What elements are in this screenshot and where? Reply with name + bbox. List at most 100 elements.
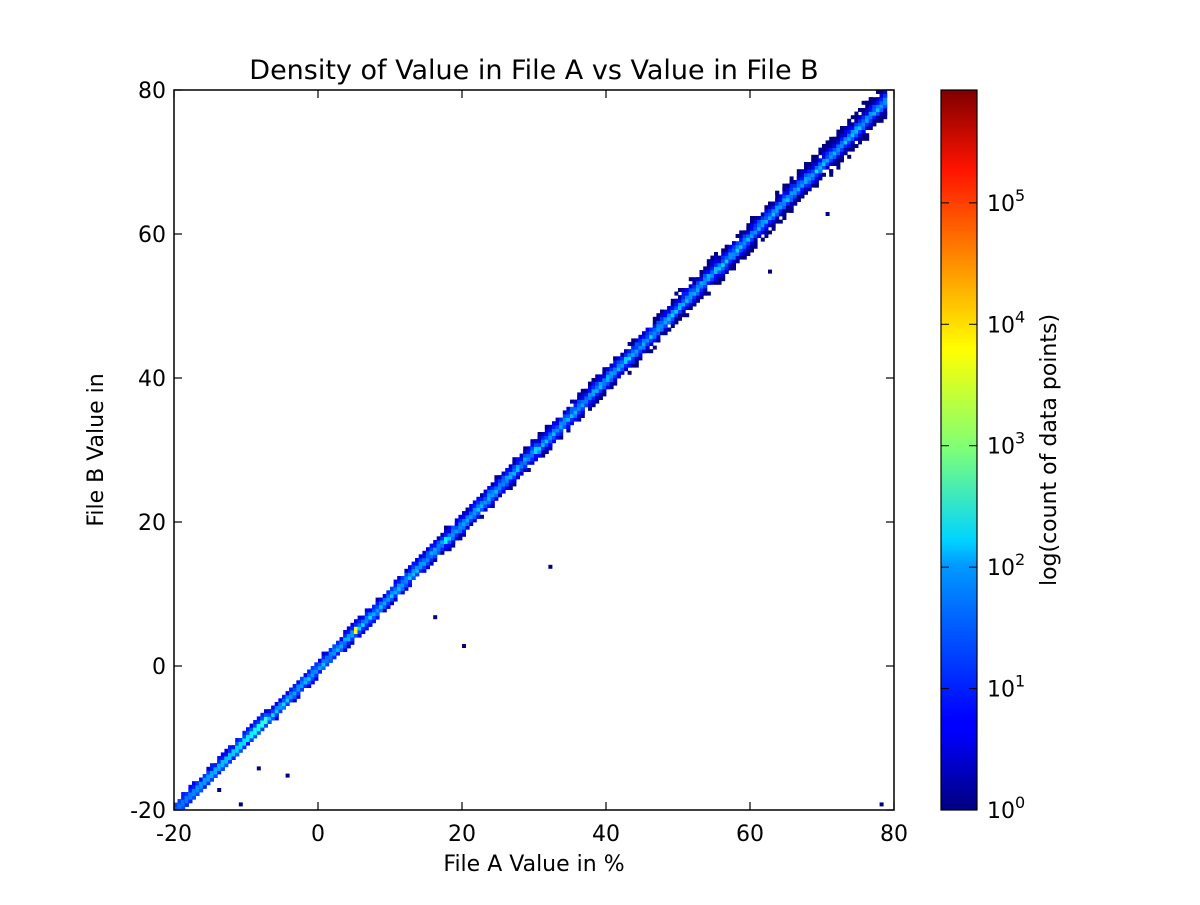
heatmap-cell <box>645 349 650 354</box>
heatmap-cell <box>512 478 517 483</box>
heatmap-cell <box>404 572 409 577</box>
heatmap-cell <box>883 115 888 120</box>
heatmap-cell <box>789 198 794 202</box>
heatmap-cell <box>840 136 844 141</box>
heatmap-cell <box>638 345 643 350</box>
heatmap-cell <box>224 759 229 764</box>
heatmap-cell <box>325 655 330 660</box>
heatmap-cell <box>854 115 859 120</box>
heatmap-cell <box>786 198 790 202</box>
heatmap-cell <box>786 205 790 210</box>
heatmap-cell <box>393 586 398 591</box>
heatmap-cell <box>469 504 474 508</box>
heatmap-cell <box>847 136 852 141</box>
heatmap-cell <box>382 601 387 606</box>
heatmap-cell <box>652 331 657 336</box>
heatmap-cell <box>411 565 416 570</box>
heatmap-cell <box>228 745 232 750</box>
heatmap-cell <box>339 648 344 652</box>
heatmap-cell <box>523 446 528 451</box>
heatmap-cell <box>256 727 261 732</box>
heatmap-cell <box>490 504 495 508</box>
heatmap-cell <box>292 694 297 699</box>
heatmap-cell <box>512 460 517 465</box>
heatmap-cell <box>472 511 477 516</box>
heatmap-cell <box>235 752 240 757</box>
heatmap-cell <box>624 352 628 357</box>
heatmap-cell <box>660 309 664 314</box>
heatmap-cell <box>501 475 506 480</box>
heatmap-cell <box>397 579 402 584</box>
heatmap-cell <box>829 151 834 156</box>
heatmap-cell <box>742 230 747 235</box>
heatmap-cell <box>804 176 808 181</box>
heatmap-cell <box>811 165 816 170</box>
heatmap-cell <box>440 532 445 537</box>
heatmap-cell <box>372 619 376 624</box>
heatmap-cell <box>357 619 362 624</box>
heatmap-cell <box>742 241 747 246</box>
heatmap-cell <box>624 367 628 372</box>
heatmap-cell <box>778 194 783 199</box>
heatmap-cell <box>548 439 553 444</box>
heatmap-cell <box>174 806 178 810</box>
heatmap-cell <box>638 356 643 361</box>
heatmap-cell <box>606 367 610 372</box>
heatmap-cell <box>825 144 830 148</box>
heatmap-cell <box>559 424 564 429</box>
heatmap-cell <box>595 392 600 397</box>
heatmap-cell <box>822 165 826 170</box>
heatmap-cell <box>199 784 204 789</box>
heatmap-cell <box>588 388 592 393</box>
heatmap-cell <box>800 172 805 177</box>
heatmap-cell <box>577 396 582 400</box>
heatmap-cell <box>822 158 826 163</box>
heatmap-cell <box>760 212 765 217</box>
heatmap-cell <box>242 741 247 746</box>
heatmap-cell <box>422 554 427 559</box>
heatmap-cell <box>670 306 675 310</box>
heatmap-cell <box>206 777 211 782</box>
heatmap-cell <box>818 151 823 156</box>
heatmap-cell <box>616 370 621 375</box>
heatmap-cell <box>195 792 200 796</box>
heatmap-cell <box>577 414 582 418</box>
heatmap-cell <box>494 496 499 501</box>
heatmap-cell <box>300 684 304 688</box>
heatmap-cell <box>307 669 312 674</box>
heatmap-cell <box>811 183 816 188</box>
heatmap-cell <box>714 262 718 267</box>
heatmap-cell <box>390 586 394 591</box>
heatmap-cell <box>771 226 776 231</box>
heatmap-cell <box>724 248 729 253</box>
heatmap-cell <box>307 684 312 688</box>
heatmap-cell <box>717 266 722 271</box>
heatmap-cell <box>235 748 240 753</box>
heatmap-cell <box>656 331 661 336</box>
heatmap-cell <box>606 378 610 382</box>
heatmap-cell <box>379 608 384 613</box>
heatmap-cell <box>570 417 574 422</box>
heatmap-cell <box>602 388 607 393</box>
heatmap-cell <box>814 180 819 184</box>
heatmap-cell <box>868 122 873 127</box>
heatmap-cell <box>343 633 348 638</box>
heatmap-cell <box>796 183 801 188</box>
heatmap-cell <box>703 284 708 289</box>
heatmap-cell <box>206 781 211 786</box>
heatmap-cell <box>760 223 765 228</box>
heatmap-cell <box>746 223 751 228</box>
heatmap-cell <box>397 586 402 591</box>
heatmap-cell <box>224 756 229 760</box>
outlier-cell <box>256 766 261 771</box>
heatmap-cell <box>876 100 880 105</box>
heatmap-cell <box>811 176 816 181</box>
heatmap-cell <box>379 601 384 606</box>
heatmap-cell <box>588 406 592 411</box>
heatmap-cell <box>782 216 787 220</box>
heatmap-cell <box>465 525 470 530</box>
heatmap-cell <box>375 597 380 602</box>
heatmap-cell <box>840 147 844 152</box>
heatmap-cell <box>674 306 679 310</box>
